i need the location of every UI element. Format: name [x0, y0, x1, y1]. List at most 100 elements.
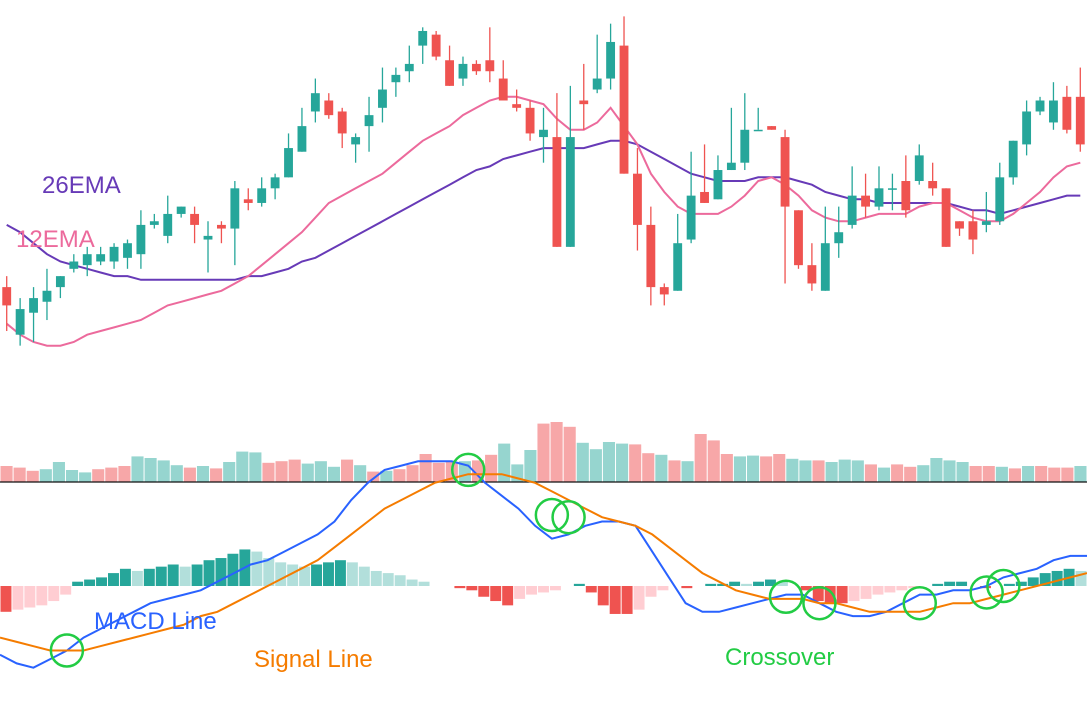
volume-bar: [589, 449, 602, 482]
volume-bar: [668, 460, 681, 482]
histogram-bar: [609, 586, 621, 614]
candle-body: [1062, 96, 1072, 130]
candle-body: [310, 93, 320, 112]
candle-body: [458, 63, 468, 79]
volume-bar: [262, 462, 275, 482]
volume-bar: [969, 466, 982, 482]
histogram-bar: [48, 586, 60, 602]
candlestick-series: [2, 16, 1085, 346]
volume-bar: [498, 443, 511, 482]
macd-line-label: MACD Line: [94, 608, 217, 635]
candle-body: [2, 287, 12, 306]
volume-bar: [864, 464, 877, 482]
volume-bar: [65, 470, 79, 482]
histogram-bar: [24, 586, 36, 608]
histogram-bar: [1027, 577, 1039, 586]
histogram-bar: [490, 586, 502, 602]
candle-body: [807, 265, 817, 284]
histogram-bar: [860, 586, 872, 599]
volume-bar: [707, 440, 720, 482]
volume-bar: [956, 462, 969, 482]
candle-body: [820, 243, 830, 291]
volume-bar: [550, 422, 563, 482]
candle-body: [297, 126, 307, 152]
volume-bar: [485, 454, 498, 482]
histogram-bar: [311, 564, 323, 586]
volume-bar: [432, 462, 445, 482]
candle-body: [686, 195, 696, 240]
volume-bar: [288, 459, 301, 482]
volume-bar: [249, 452, 262, 482]
histogram-bar: [382, 573, 394, 586]
volume-bar: [1035, 466, 1048, 482]
histogram-bar: [323, 562, 334, 586]
volume-bar: [118, 466, 131, 482]
candle-body: [981, 221, 991, 225]
histogram-bar: [573, 583, 585, 586]
histogram-bar: [621, 586, 633, 614]
histogram-bar: [633, 586, 645, 610]
candle-body: [968, 221, 978, 240]
candle-body: [257, 188, 267, 203]
crossover-circle: [534, 497, 570, 533]
histogram-bar: [717, 583, 729, 586]
crossover-circle: [768, 579, 804, 614]
macd-line: [0, 460, 1087, 669]
candle-body: [539, 129, 548, 138]
volume-bar: [314, 461, 327, 482]
candle-body: [861, 195, 871, 207]
volume-bar: [210, 468, 223, 482]
volume-bar: [616, 443, 629, 482]
histogram-bar: [812, 586, 824, 602]
candle-body: [941, 188, 951, 247]
histogram-bar: [681, 586, 693, 589]
candle-body: [928, 181, 938, 189]
volume-bar: [773, 454, 786, 482]
histogram-bar: [944, 581, 956, 586]
candle-body: [767, 126, 777, 130]
histogram-bar: [454, 586, 466, 589]
candle-body: [659, 287, 669, 295]
volume-bar: [157, 460, 170, 482]
volume-bar: [825, 462, 838, 482]
histogram-bar: [1075, 570, 1087, 586]
histogram-bar: [764, 579, 776, 586]
candle-body: [42, 290, 52, 302]
volume-bar: [471, 460, 485, 482]
signal-line-label: Signal Line: [254, 646, 373, 673]
volume-bar: [720, 454, 733, 482]
volume-bar: [79, 472, 92, 482]
candle-body: [1008, 140, 1018, 178]
volume-bar: [1061, 467, 1074, 482]
candle-body: [552, 137, 562, 247]
histogram-bar: [1015, 581, 1027, 586]
candle-body: [498, 78, 508, 101]
histogram-bar: [287, 564, 299, 586]
volume-bar: [746, 455, 760, 482]
candle-body: [1035, 100, 1045, 112]
candle-body: [753, 129, 763, 132]
histogram-bar: [526, 586, 538, 595]
histogram-bar: [549, 586, 561, 591]
candle-body: [418, 30, 428, 46]
histogram-bar: [514, 586, 526, 599]
histogram-bar: [299, 566, 311, 586]
histogram-bar: [657, 586, 669, 591]
volume-bar: [393, 469, 406, 482]
histogram-bar: [645, 586, 657, 597]
histogram-bar: [956, 581, 968, 586]
histogram-bar: [0, 586, 12, 612]
histogram-bar: [84, 579, 96, 586]
ema12-line: [6, 95, 1081, 347]
histogram-bar: [203, 560, 215, 586]
histogram-bar: [143, 568, 155, 586]
candle-body: [284, 148, 293, 178]
histogram-bar: [1003, 583, 1015, 586]
candle-body: [565, 137, 575, 247]
crossover-label: Crossover: [725, 644, 835, 671]
volume-bar: [183, 467, 196, 482]
histogram-bar: [370, 570, 382, 586]
volume-bar: [0, 466, 13, 482]
volume-bar: [367, 471, 380, 482]
